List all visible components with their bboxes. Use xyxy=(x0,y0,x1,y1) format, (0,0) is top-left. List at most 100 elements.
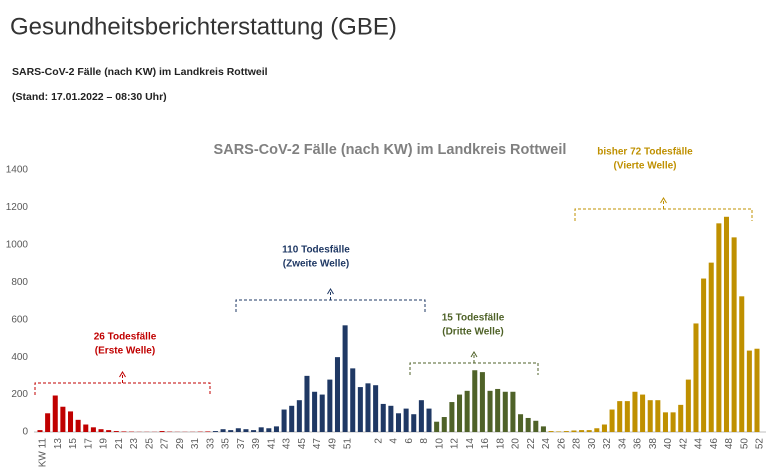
x-tick-label: 15 xyxy=(68,438,79,450)
bar xyxy=(609,409,615,432)
x-tick-label: 34 xyxy=(617,438,628,450)
page-title: Gesundheitsberichterstattung (GBE) xyxy=(10,13,397,40)
bar xyxy=(655,400,661,432)
bar xyxy=(487,390,493,432)
bar xyxy=(304,375,310,432)
bar xyxy=(319,394,325,432)
x-tick-label: 25 xyxy=(144,438,155,450)
bar xyxy=(563,431,569,432)
bar xyxy=(426,408,432,432)
x-tick-label: 48 xyxy=(724,438,735,450)
annotation-text: 26 Todesfälle xyxy=(94,332,157,343)
x-tick-label: 21 xyxy=(114,438,125,450)
bar xyxy=(289,405,295,432)
x-tick-label: 10 xyxy=(434,438,445,450)
bar xyxy=(624,401,630,432)
bar xyxy=(662,412,668,432)
annotation-text: (Dritte Welle) xyxy=(442,327,504,338)
bar xyxy=(159,431,165,432)
x-tick-label: 49 xyxy=(327,438,338,450)
x-tick-label: 42 xyxy=(678,438,689,450)
y-tick-label: 400 xyxy=(11,352,28,363)
bar xyxy=(479,372,485,432)
bar xyxy=(533,420,539,432)
y-tick-label: 800 xyxy=(11,277,28,288)
y-tick-label: 1400 xyxy=(6,165,29,176)
bar xyxy=(220,429,226,432)
bar xyxy=(457,394,463,432)
bar xyxy=(205,431,211,432)
bar xyxy=(746,350,752,432)
x-tick-label: 16 xyxy=(480,438,491,450)
bar xyxy=(678,404,684,432)
bar xyxy=(685,379,691,432)
x-tick-label: 40 xyxy=(663,438,674,450)
subtitle: SARS-CoV-2 Fälle (nach KW) im Landkreis … xyxy=(12,66,268,78)
bar xyxy=(98,429,104,432)
bar xyxy=(586,430,592,432)
bar xyxy=(266,428,272,432)
x-tick-label: 44 xyxy=(694,438,705,450)
bar xyxy=(579,430,585,432)
x-tick-label: 4 xyxy=(389,438,400,444)
bar xyxy=(45,413,51,432)
bar xyxy=(121,431,127,432)
x-tick-label: 51 xyxy=(343,438,354,450)
y-tick-label: 600 xyxy=(11,314,28,325)
x-tick-label: 41 xyxy=(266,438,277,450)
bar xyxy=(472,370,478,432)
annotation-arrow xyxy=(660,197,667,204)
x-tick-label: 50 xyxy=(739,438,750,450)
bar xyxy=(571,430,577,432)
bar xyxy=(617,401,623,432)
annotation-arrow xyxy=(327,288,334,295)
date-stamp: (Stand: 17.01.2022 – 08:30 Uhr) xyxy=(12,91,167,103)
bar xyxy=(411,414,417,432)
bar xyxy=(334,357,340,432)
bar xyxy=(380,403,386,432)
bar xyxy=(540,426,546,432)
bar xyxy=(670,412,676,432)
bar xyxy=(418,400,424,432)
bar xyxy=(495,388,501,432)
x-tick-label: 2 xyxy=(373,438,384,444)
bar xyxy=(632,391,638,432)
bar xyxy=(67,411,74,432)
bar xyxy=(464,390,470,432)
annotation-text: (Erste Welle) xyxy=(95,346,155,357)
y-tick-label: 0 xyxy=(22,427,28,438)
bar xyxy=(518,414,524,432)
bar xyxy=(693,323,699,432)
x-tick-label: 12 xyxy=(450,438,461,450)
x-tick-label: 24 xyxy=(541,438,552,450)
x-tick-label: 52 xyxy=(755,438,766,450)
bar xyxy=(75,419,81,432)
annotation-bracket xyxy=(574,200,753,221)
bar xyxy=(701,278,707,432)
bar xyxy=(739,296,745,432)
bar xyxy=(258,427,264,432)
bar xyxy=(601,424,607,432)
x-tick-label: 36 xyxy=(633,438,644,450)
bar xyxy=(441,417,447,432)
x-tick-label: 14 xyxy=(465,438,476,450)
bar xyxy=(281,409,287,432)
bar xyxy=(723,216,730,432)
bar xyxy=(525,417,531,432)
x-tick-label: 43 xyxy=(282,438,293,450)
x-tick-label: 37 xyxy=(236,438,247,450)
annotation-bracket xyxy=(409,354,539,375)
x-tick-label: 38 xyxy=(648,438,659,450)
x-tick-label: 22 xyxy=(526,438,537,450)
x-tick-label: 18 xyxy=(495,438,506,450)
bar xyxy=(52,395,58,432)
x-tick-label: 26 xyxy=(556,438,567,450)
x-tick-label: 47 xyxy=(312,438,323,450)
bar xyxy=(647,400,653,432)
annotation-bracket xyxy=(235,291,426,312)
x-tick-label: KW 11 xyxy=(38,438,49,468)
bar xyxy=(251,430,257,432)
bar xyxy=(60,406,66,432)
